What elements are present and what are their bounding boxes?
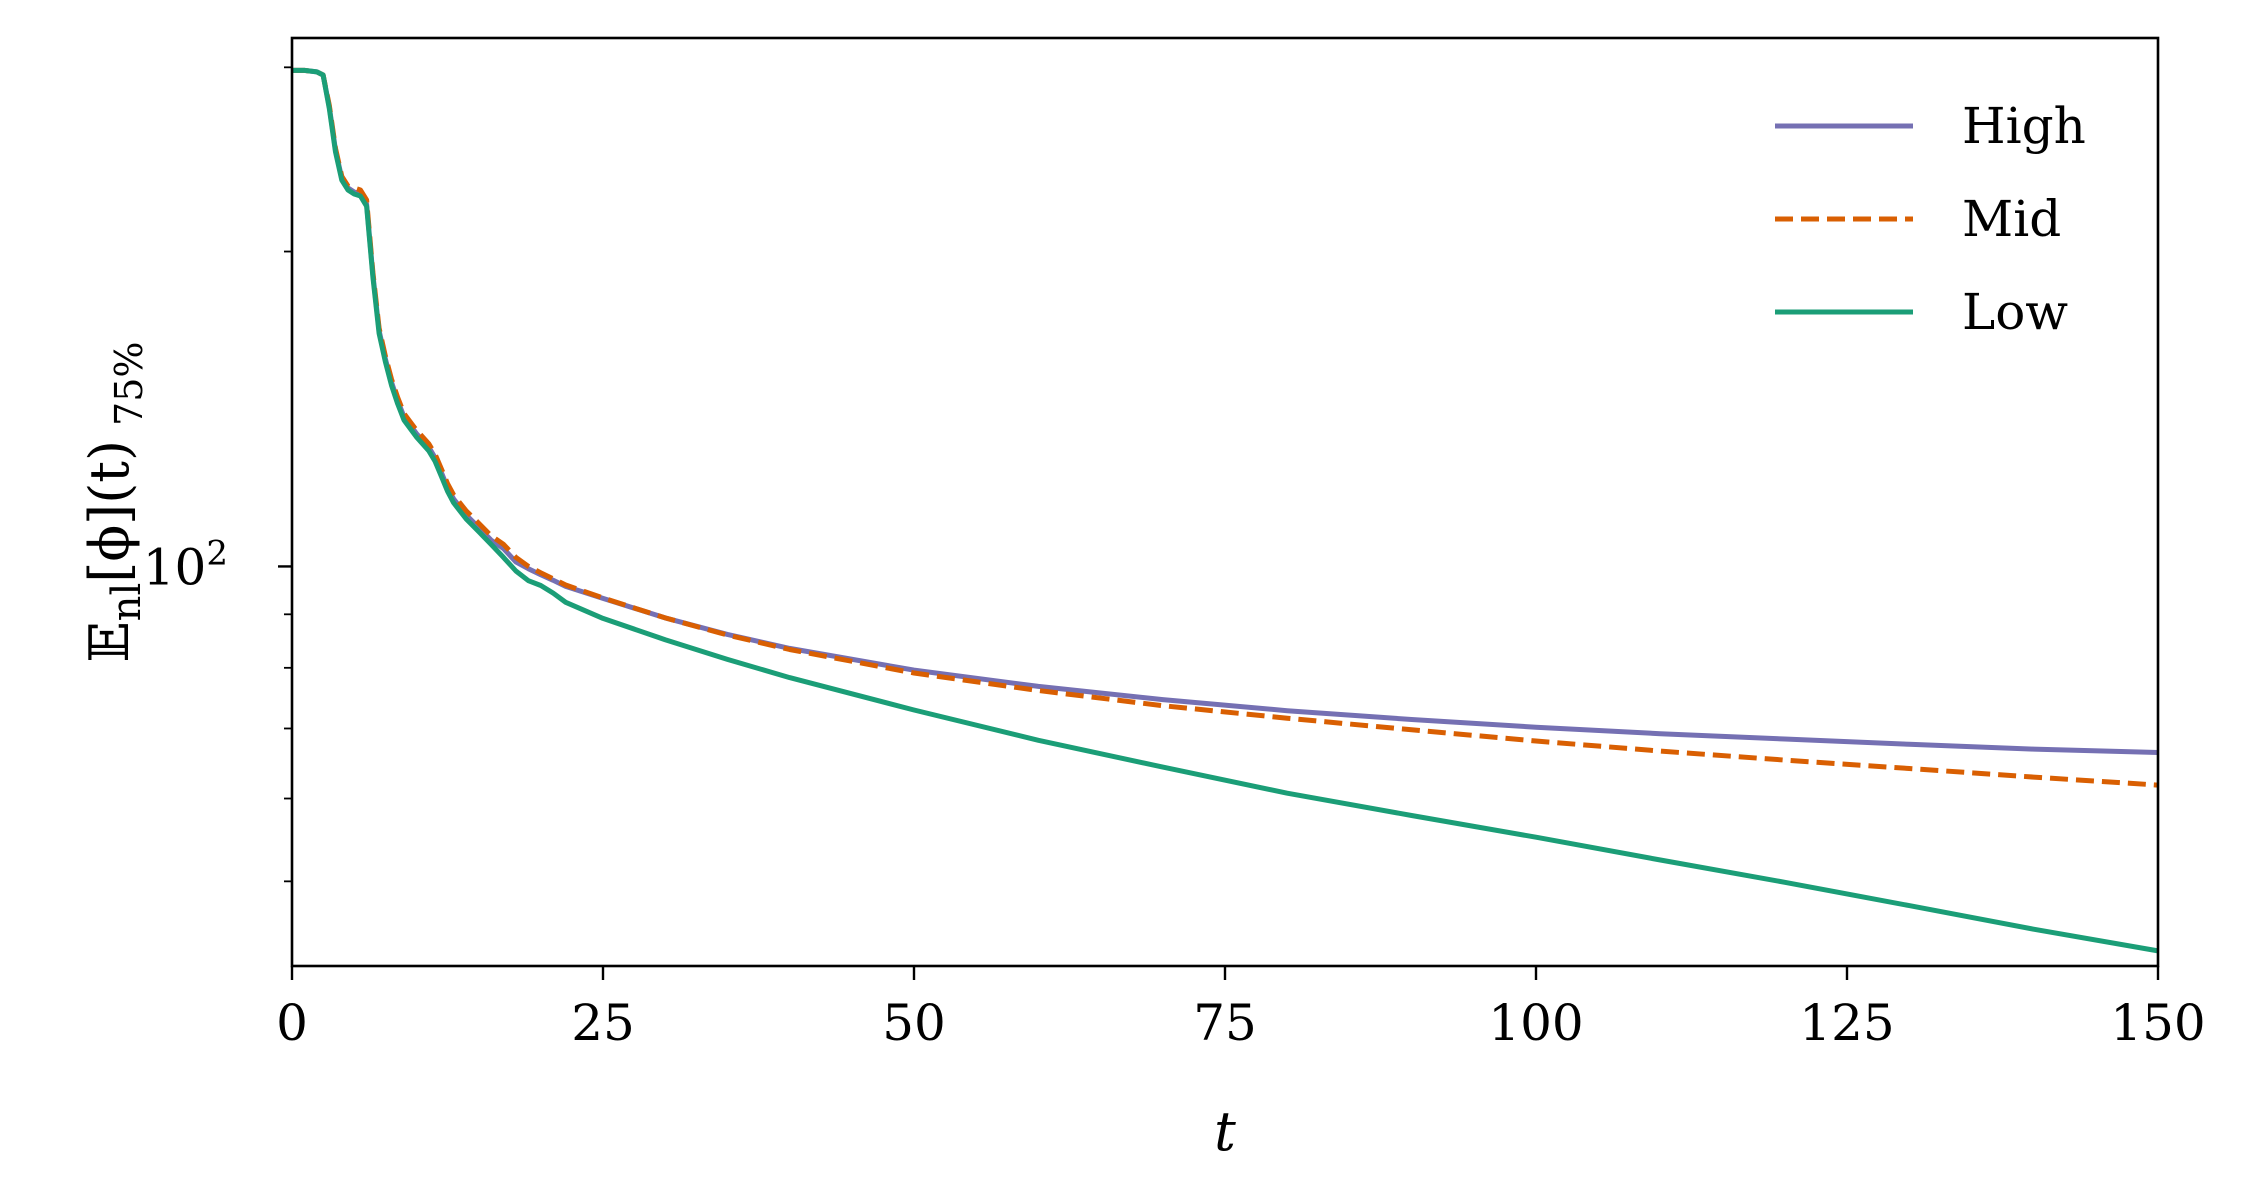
y-tick-base: 10 (143, 538, 207, 596)
series-layer (292, 67, 2159, 954)
series-line-low (292, 67, 2159, 954)
legend-label-low: Low (1962, 283, 2068, 341)
x-tick-label: 75 (1193, 994, 1257, 1052)
x-tick-label: 50 (882, 994, 946, 1052)
x-tick-label: 0 (276, 994, 308, 1052)
y-axis-label-suffix: 75% (107, 342, 151, 426)
x-tick-label: 100 (1488, 994, 1583, 1052)
y-tick-exponent: 2 (206, 533, 228, 573)
x-axis-ticks: 0 25 50 75 100 125 150 (276, 966, 2206, 1052)
y-axis-label-rest: [ϕ](t) (78, 440, 141, 583)
series-line-mid (292, 67, 2159, 788)
x-tick-label: 25 (571, 994, 635, 1052)
legend-label-mid: Mid (1962, 190, 2061, 248)
y-axis-label: 𝔼nl[ϕ](t) 75% (78, 342, 151, 663)
legend-label-high: High (1962, 97, 2086, 155)
x-axis-label: t (1214, 1100, 1236, 1163)
y-tick-label-100: 102 (143, 533, 228, 596)
y-axis-ticks (278, 66, 292, 883)
x-tick-label: 150 (2110, 994, 2205, 1052)
legend: High Mid Low (1775, 97, 2086, 341)
y-axis-label-main: 𝔼 (78, 621, 141, 662)
x-tick-label: 125 (1799, 994, 1894, 1052)
y-axis-label-subscript: nl (104, 583, 150, 622)
